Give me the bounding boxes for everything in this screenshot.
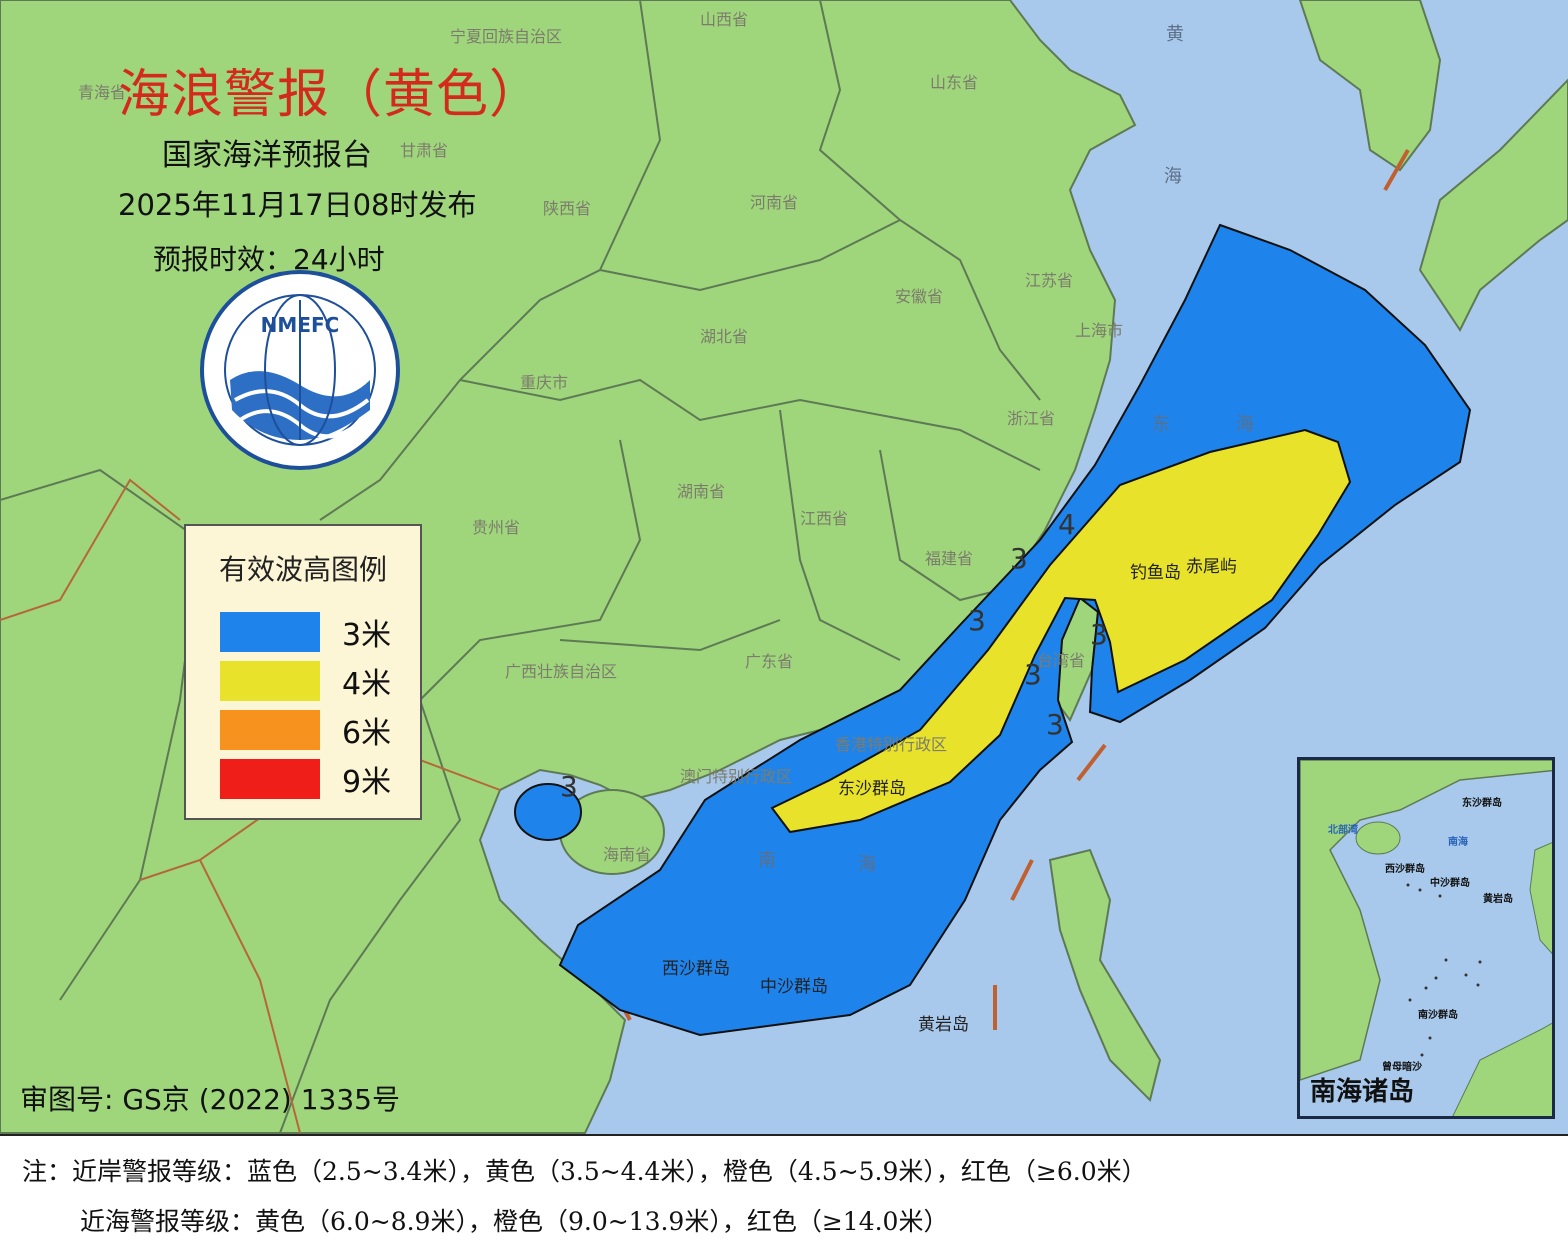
- legend-item-9m: 9米: [220, 757, 391, 801]
- legend-label: 9米: [342, 765, 392, 800]
- legend-title: 有效波高图例: [218, 553, 387, 586]
- label-hubei: 湖北省: [700, 327, 748, 346]
- legend-label: 6米: [342, 716, 392, 751]
- province-borders: [0, 0, 1041, 1134]
- inset-title: 南海诸岛: [1310, 1077, 1415, 1107]
- contour-label-3: 3: [1010, 542, 1028, 575]
- inset-label-beibu-gulf: 北部湾: [1328, 823, 1358, 836]
- label-guizhou: 贵州省: [472, 518, 520, 537]
- label-gansu: 甘肃省: [400, 141, 448, 160]
- label-diaoyu: 钓鱼岛: [1130, 563, 1181, 583]
- label-jiangxi: 江西省: [800, 509, 848, 528]
- label-qinghai: 青海省: [78, 83, 126, 102]
- label-south-sea-1: 南: [758, 850, 776, 871]
- label-hunan: 湖南省: [677, 482, 725, 501]
- note-offshore-levels: 近海警报等级：黄色（6.0~8.9米），橙色（9.0~13.9米），红色（≥14…: [80, 1207, 949, 1236]
- label-xisha: 西沙群岛: [662, 959, 730, 979]
- contour-label-3: 3: [1090, 618, 1108, 651]
- warning-title: 海浪警报（黄色）: [118, 65, 543, 125]
- wave-height-legend: 有效波高图例 3米 4米 6米 9米: [184, 524, 422, 820]
- luzon-island: [1048, 848, 1162, 1102]
- contour-label-3: 3: [560, 770, 578, 803]
- label-zhongsha: 中沙群岛: [760, 977, 828, 997]
- label-shanghai: 上海市: [1075, 321, 1123, 340]
- legend-swatch: [220, 661, 320, 701]
- forecast-period: 预报时效：24小时: [153, 243, 385, 276]
- label-anhui: 安徽省: [895, 287, 943, 306]
- sea-labels: 黄 海 东 海 南 海: [758, 24, 1254, 875]
- inset-label-zhongsha: 中沙群岛: [1430, 876, 1470, 889]
- warning-area-3m-gulf: [514, 783, 582, 841]
- island-labels: 钓鱼岛 赤尾屿 东沙群岛 西沙群岛 中沙群岛 黄岩岛: [662, 557, 1237, 1035]
- label-yellow-sea-1: 黄: [1166, 24, 1184, 45]
- inset-map: 东沙群岛 北部湾 南海 西沙群岛 中沙群岛 黄岩岛 南沙群岛 曾母暗沙: [1300, 760, 1552, 1116]
- label-fujian: 福建省: [925, 549, 973, 568]
- label-chongqing: 重庆市: [520, 373, 568, 392]
- label-guangdong: 广东省: [745, 652, 793, 671]
- label-guangxi: 广西壮族自治区: [505, 662, 617, 681]
- label-dongsha: 东沙群岛: [838, 779, 906, 799]
- contour-label-3: 3: [968, 604, 986, 637]
- issued-time: 2025年11月17日08时发布: [118, 188, 477, 222]
- legend-swatch: [220, 612, 320, 652]
- contour-label-3: 3: [1024, 658, 1042, 691]
- label-zhejiang: 浙江省: [1007, 409, 1055, 428]
- note-coastal-levels: 注：近岸警报等级：蓝色（2.5~3.4米），黄色（3.5~4.4米），橙色（4.…: [22, 1157, 1147, 1186]
- label-jiangsu: 江苏省: [1025, 271, 1073, 290]
- place-labels: 宁夏回族自治区 山西省 青海省 甘肃省 山东省 陕西省 河南省 江苏省 安徽省 …: [78, 10, 1123, 864]
- legend-swatch: [220, 710, 320, 750]
- warning-area-4m: [770, 428, 1352, 834]
- label-huangyan: 黄岩岛: [918, 1015, 969, 1035]
- label-ningxia: 宁夏回族自治区: [450, 27, 562, 46]
- label-hainan: 海南省: [603, 845, 651, 864]
- label-shandong: 山东省: [930, 73, 978, 92]
- label-chiwei: 赤尾屿: [1186, 557, 1237, 577]
- label-yellow-sea-2: 海: [1164, 166, 1182, 187]
- issuer-name: 国家海洋预报台: [162, 138, 372, 173]
- contour-label-4: 4: [1058, 508, 1076, 541]
- label-shanxi: 山西省: [700, 10, 748, 29]
- label-taiwan: 台湾省: [1037, 651, 1085, 670]
- south-sea-islands-inset: 东沙群岛 北部湾 南海 西沙群岛 中沙群岛 黄岩岛 南沙群岛 曾母暗沙 南海诸岛: [1297, 757, 1555, 1119]
- label-shaanxi: 陕西省: [543, 199, 591, 218]
- inset-label-xisha: 西沙群岛: [1385, 862, 1425, 875]
- label-east-sea-1: 东: [1152, 414, 1170, 435]
- nmefc-logo: NMEFC: [200, 270, 400, 470]
- legend-item-6m: 6米: [220, 708, 391, 752]
- map-approval-number: 审图号: GS京 (2022) 1335号: [20, 1083, 400, 1116]
- japan-islands: [1418, 78, 1568, 332]
- logo-text: NMEFC: [261, 313, 340, 337]
- label-macao: 澳门特别行政区: [680, 767, 792, 786]
- inset-label-dongsha: 东沙群岛: [1462, 796, 1502, 809]
- contour-label-3: 3: [1046, 708, 1064, 741]
- inset-label-south-sea: 南海: [1448, 835, 1468, 848]
- label-south-sea-2: 海: [858, 854, 876, 875]
- inset-label-zengmu: 曾母暗沙: [1382, 1060, 1422, 1073]
- legend-item-3m: 3米: [220, 610, 391, 654]
- label-hongkong: 香港特别行政区: [835, 735, 947, 754]
- legend-swatch: [220, 759, 320, 799]
- label-henan: 河南省: [750, 193, 798, 212]
- legend-label: 4米: [342, 667, 392, 702]
- contour-labels: 4 3 3 3 3 3 3: [560, 508, 1108, 803]
- warning-level-notes: 注：近岸警报等级：蓝色（2.5~3.4米），黄色（3.5~4.4米），橙色（4.…: [0, 1134, 1568, 1242]
- legend-item-4m: 4米: [220, 659, 391, 703]
- inset-label-huangyan: 黄岩岛: [1483, 892, 1513, 905]
- korea-peninsula: [1298, 0, 1442, 172]
- inset-label-nansha: 南沙群岛: [1418, 1008, 1458, 1021]
- label-east-sea-2: 海: [1236, 414, 1254, 435]
- legend-label: 3米: [342, 618, 392, 653]
